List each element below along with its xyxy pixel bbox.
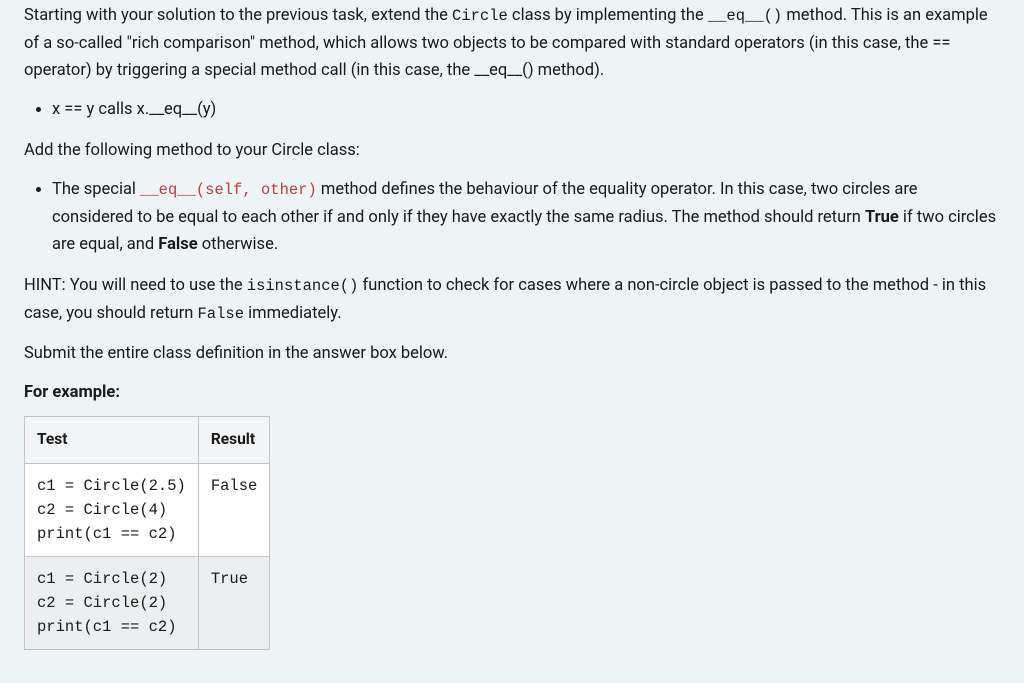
method-desc-1: The special: [52, 180, 140, 199]
example-table: Test Result c1 = Circle(2.5) c2 = Circle…: [24, 416, 270, 650]
table-cell-result: False: [198, 463, 270, 556]
eq-signature-code: __eq__(self, other): [140, 181, 317, 199]
false-bold: False: [158, 235, 197, 254]
table-cell-test: c1 = Circle(2.5) c2 = Circle(4) print(c1…: [25, 463, 199, 556]
method-desc-4: otherwise.: [198, 235, 279, 254]
hint-text-1: HINT: You will need to use the: [24, 276, 247, 295]
for-example-label: For example:: [24, 379, 1000, 406]
hint-paragraph: HINT: You will need to use the isinstanc…: [24, 272, 1000, 327]
isinstance-code: isinstance(): [247, 277, 359, 295]
intro-text-2: class by implementing the: [508, 6, 708, 25]
true-bold: True: [865, 208, 899, 227]
table-row: c1 = Circle(2) c2 = Circle(2) print(c1 =…: [25, 556, 270, 649]
eq-method-code: __eq__(): [708, 7, 782, 25]
method-description-list: The special __eq__(self, other) method d…: [24, 176, 1000, 258]
list-item: x == y calls x.__eq__(y): [52, 96, 1000, 123]
submit-paragraph: Submit the entire class definition in th…: [24, 340, 1000, 367]
table-row: c1 = Circle(2.5) c2 = Circle(4) print(c1…: [25, 463, 270, 556]
table-cell-result: True: [198, 556, 270, 649]
table-cell-test: c1 = Circle(2) c2 = Circle(2) print(c1 =…: [25, 556, 199, 649]
circle-class-code: Circle: [452, 7, 508, 25]
intro-paragraph: Starting with your solution to the previ…: [24, 0, 1000, 84]
false-code: False: [198, 305, 245, 323]
table-header-test: Test: [25, 417, 199, 464]
calls-list: x == y calls x.__eq__(y): [24, 96, 1000, 123]
add-method-paragraph: Add the following method to your Circle …: [24, 137, 1000, 164]
hint-text-3: immediately.: [244, 304, 342, 323]
list-item: The special __eq__(self, other) method d…: [52, 176, 1000, 258]
intro-text-1: Starting with your solution to the previ…: [24, 6, 452, 25]
table-header-result: Result: [198, 417, 270, 464]
